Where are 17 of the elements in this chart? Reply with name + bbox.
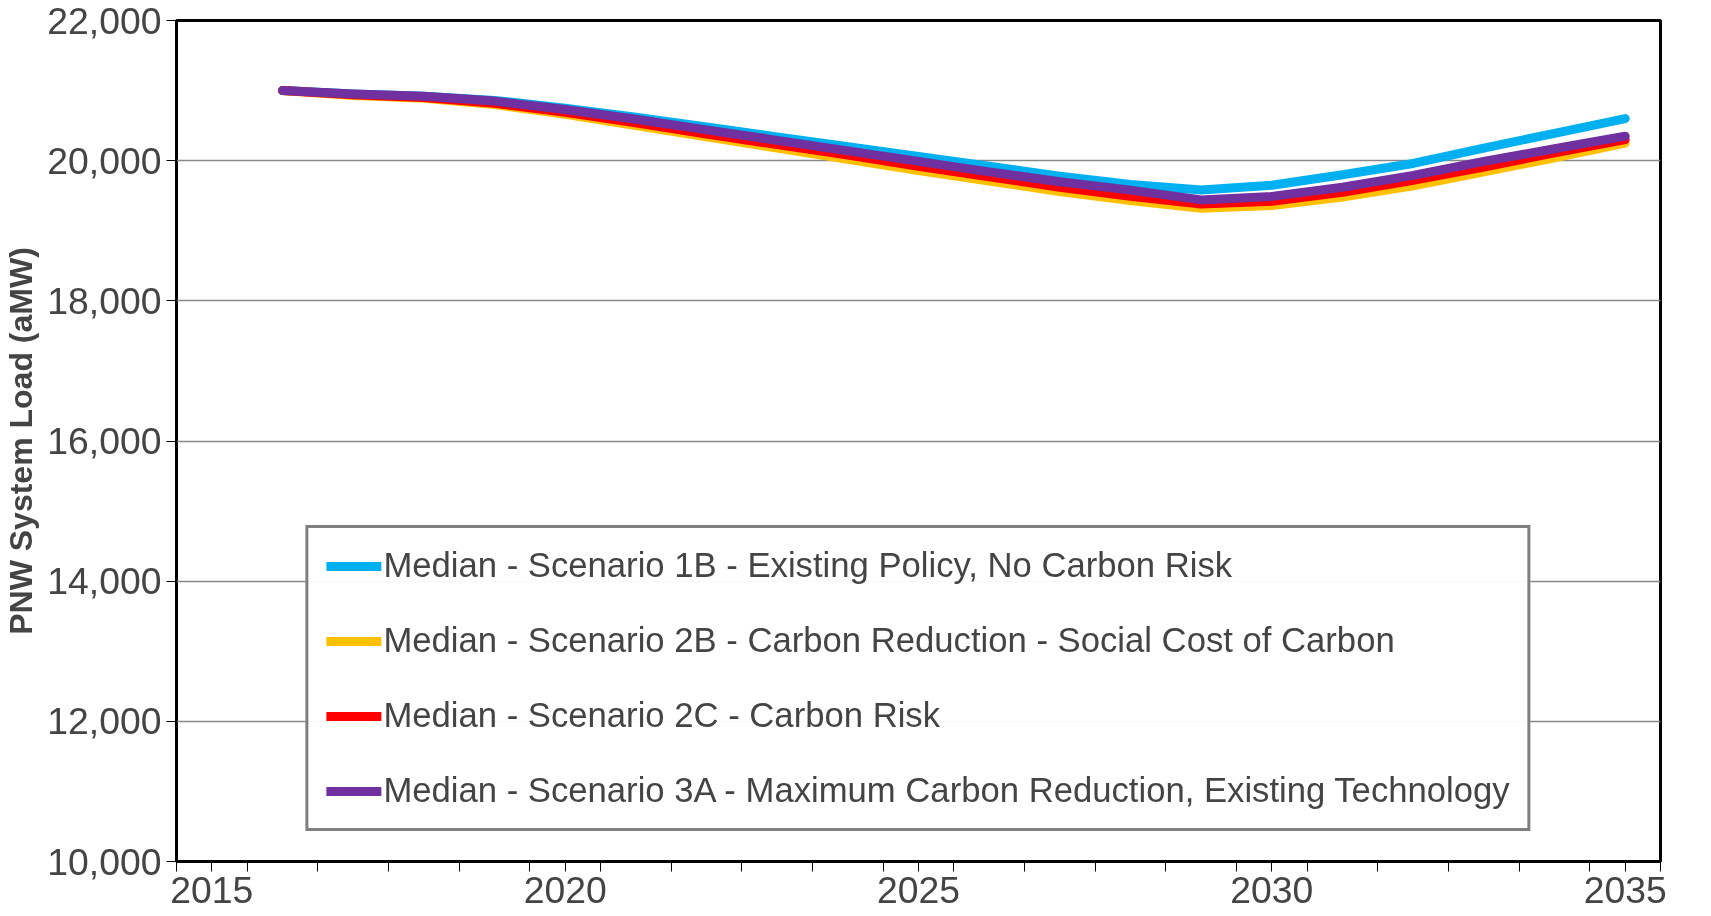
legend-label: Median - Scenario 2B - Carbon Reduction - Social Cost of Carbon (383, 621, 1395, 660)
y-axis-title: PNW System Load (aMW) (3, 247, 40, 635)
legend-label: Median - Scenario 3A - Maximum Carbon Reduction, Existing Technology (383, 771, 1510, 810)
y-tick-label: 20,000 (47, 139, 162, 182)
x-tick-label: 2030 (1230, 868, 1314, 911)
x-tick-label: 2020 (523, 868, 607, 911)
legend-label: Median - Scenario 1B - Existing Policy, No Carbon Risk (383, 546, 1233, 585)
y-tick-label: 16,000 (47, 420, 162, 462)
x-tick-label: 2025 (876, 868, 961, 911)
x-tick-label: 2035 (1583, 868, 1667, 911)
y-tick-label: 14,000 (47, 560, 162, 603)
y-tick-label: 10,000 (47, 840, 162, 883)
legend-label: Median - Scenario 2C - Carbon Risk (383, 696, 941, 735)
x-tick-label: 2015 (170, 868, 254, 911)
y-tick-label: 18,000 (47, 279, 162, 322)
y-tick-label: 22,000 (47, 0, 162, 42)
y-tick-label: 12,000 (47, 700, 162, 743)
